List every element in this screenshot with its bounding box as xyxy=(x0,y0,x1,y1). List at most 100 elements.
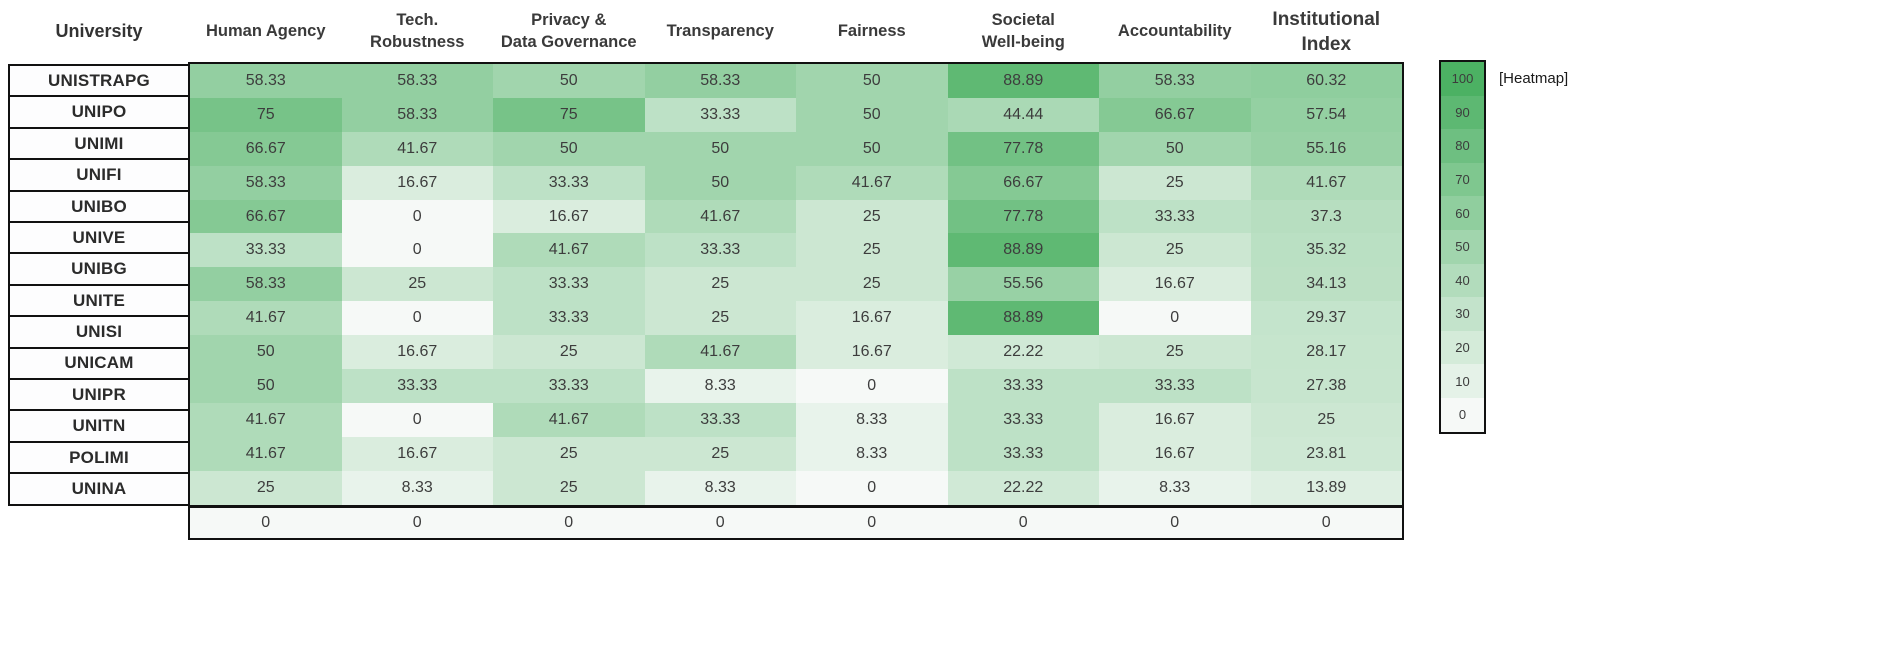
legend-cell: 50 xyxy=(1441,229,1484,264)
heatmap-cell: 0 xyxy=(644,507,796,539)
row-label: UNIPO xyxy=(8,95,190,130)
heatmap-cell: 25 xyxy=(796,233,948,268)
heatmap-cell: 66.67 xyxy=(190,199,342,234)
heatmap-cell: 50 xyxy=(190,369,342,403)
heatmap-cell: 41.67 xyxy=(341,131,493,166)
university-column: UNISTRAPG UNIPO UNIMI UNIFI UNIBO UNIVE UNIBG U… xyxy=(8,64,190,538)
heatmap-cell: 41.67 xyxy=(190,402,342,437)
row-label: UNITE xyxy=(8,283,190,318)
heatmap-cell: 0 xyxy=(947,507,1099,539)
heatmap-cell: 33.33 xyxy=(493,301,645,336)
row-label: UNIBO xyxy=(8,189,190,224)
heatmap-cell: 25 xyxy=(796,267,948,302)
heatmap-cell: 50 xyxy=(190,335,342,370)
heatmap-cell: 88.89 xyxy=(947,301,1099,336)
heatmap-cell: 33.33 xyxy=(1099,369,1251,403)
heatmap-cell: 0 xyxy=(1099,301,1251,336)
heatmap-cell: 50 xyxy=(493,131,645,166)
heatmap-cell: 33.33 xyxy=(493,369,645,403)
heatmap-cell: 41.67 xyxy=(644,199,796,234)
heatmap-cell: 0 xyxy=(1250,507,1402,539)
table-row: 41.67 0 41.67 33.33 8.33 33.33 16.67 25 xyxy=(190,402,1402,437)
heatmap-cell: 25 xyxy=(644,436,796,471)
heatmap-cell: 16.67 xyxy=(796,301,948,336)
heatmap-cell: 8.33 xyxy=(796,436,948,471)
heatmap-cell: 58.33 xyxy=(341,97,493,132)
heatmap-cell: 58.33 xyxy=(1099,64,1251,98)
heatmap-cell: 0 xyxy=(341,301,493,336)
heatmap-cell: 13.89 xyxy=(1250,470,1402,505)
heatmap-cell: 77.78 xyxy=(947,199,1099,234)
row-label: UNIMI xyxy=(8,126,190,161)
heatmap-grid: 58.33 58.33 50 58.33 50 88.89 58.33 60.32 75 58.3… xyxy=(188,61,1404,541)
heatmap-cell: 27.38 xyxy=(1250,369,1402,403)
legend-cell: 80 xyxy=(1441,129,1484,163)
heatmap-cell: 23.81 xyxy=(1250,436,1402,471)
heatmap-cell: 50 xyxy=(796,97,948,132)
heatmap-cell: 16.67 xyxy=(341,436,493,471)
heatmap-cell: 25 xyxy=(1099,335,1251,370)
heatmap-cell: 8.33 xyxy=(341,470,493,505)
heatmap-cell: 25 xyxy=(1099,233,1251,268)
heatmap-cell: 33.33 xyxy=(947,369,1099,403)
heatmap-cell: 0 xyxy=(341,507,493,539)
heatmap-cell: 88.89 xyxy=(947,64,1099,98)
heatmap-cell: 50 xyxy=(1099,131,1251,166)
legend-cell: 60 xyxy=(1441,196,1484,230)
heatmap-cell: 0 xyxy=(190,507,342,539)
heatmap-cell: 37.3 xyxy=(1250,199,1402,234)
heatmap-cell: 50 xyxy=(644,165,796,200)
heatmap-cell: 29.37 xyxy=(1250,301,1402,336)
legend-label: [Heatmap] xyxy=(1499,70,1569,87)
heatmap-cell: 41.67 xyxy=(1250,165,1402,200)
legend-cell: 70 xyxy=(1441,162,1484,197)
legend-colorbar: 100 90 80 70 60 50 40 30 20 10 0 xyxy=(1439,60,1486,434)
heatmap-cell: 33.33 xyxy=(493,267,645,302)
table-row: 50 16.67 25 41.67 16.67 22.22 25 28.17 xyxy=(190,335,1402,370)
heatmap-cell: 41.67 xyxy=(190,301,342,336)
column-header: Accountability xyxy=(1117,22,1232,41)
legend-cell: 10 xyxy=(1441,364,1484,398)
heatmap-cell: 33.33 xyxy=(341,369,493,403)
legend-cell: 30 xyxy=(1441,297,1484,331)
heatmap-cell: 22.22 xyxy=(947,470,1099,505)
table-row: 58.33 25 33.33 25 25 55.56 16.67 34.13 xyxy=(190,267,1402,302)
row-label: POLIMI xyxy=(8,440,190,475)
heatmap-cell: 25 xyxy=(341,267,493,302)
heatmap-cell: 75 xyxy=(190,97,342,132)
row-label: UNIPR xyxy=(8,377,190,412)
table-row: 41.67 0 33.33 25 16.67 88.89 0 29.37 xyxy=(190,301,1402,336)
heatmap-cell: 41.67 xyxy=(493,402,645,437)
heatmap-cell: 0 xyxy=(341,402,493,437)
legend-cell: 90 xyxy=(1441,95,1484,130)
heatmap-cell: 58.33 xyxy=(644,64,796,98)
column-header: Human Agency xyxy=(206,22,326,41)
table-body: UNISTRAPG UNIPO UNIMI UNIFI UNIBO UNIVE UNIBG U… xyxy=(8,61,1404,541)
heatmap-cell: 57.54 xyxy=(1250,97,1402,132)
table-row: 66.67 0 16.67 41.67 25 77.78 33.33 37.3 xyxy=(190,199,1402,234)
table-row: 58.33 58.33 50 58.33 50 88.89 58.33 60.32 xyxy=(190,64,1402,98)
heatmap-cell: 0 xyxy=(796,470,948,505)
heatmap-cell: 25 xyxy=(493,335,645,370)
heatmap-cell: 25 xyxy=(1099,165,1251,200)
table-row: 50 33.33 33.33 8.33 0 33.33 33.33 27.38 xyxy=(190,369,1402,403)
heatmap-cell: 55.56 xyxy=(947,267,1099,302)
heatmap-cell: 88.89 xyxy=(947,233,1099,268)
heatmap-cell: 33.33 xyxy=(493,165,645,200)
legend-cell: 20 xyxy=(1441,330,1484,365)
heatmap-cell: 33.33 xyxy=(190,233,342,268)
heatmap-cell: 66.67 xyxy=(947,165,1099,200)
heatmap-cell: 28.17 xyxy=(1250,335,1402,370)
heatmap-cell: 16.67 xyxy=(1099,402,1251,437)
heatmap-cell: 0 xyxy=(341,199,493,234)
heatmap-cell: 60.32 xyxy=(1250,64,1402,98)
heatmap-cell: 75 xyxy=(493,97,645,132)
heatmap-legend: 100 90 80 70 60 50 40 30 20 10 0 [Heatmap] xyxy=(1439,60,1568,434)
table-row: 66.67 41.67 50 50 50 77.78 50 55.16 xyxy=(190,131,1402,166)
heatmap-cell: 50 xyxy=(796,131,948,166)
heatmap-cell: 0 xyxy=(796,507,948,539)
column-header: Tech. Robustness xyxy=(370,11,465,51)
heatmap-cell: 25 xyxy=(796,199,948,234)
heatmap-cell: 58.33 xyxy=(190,64,342,98)
heatmap-cell: 50 xyxy=(644,131,796,166)
